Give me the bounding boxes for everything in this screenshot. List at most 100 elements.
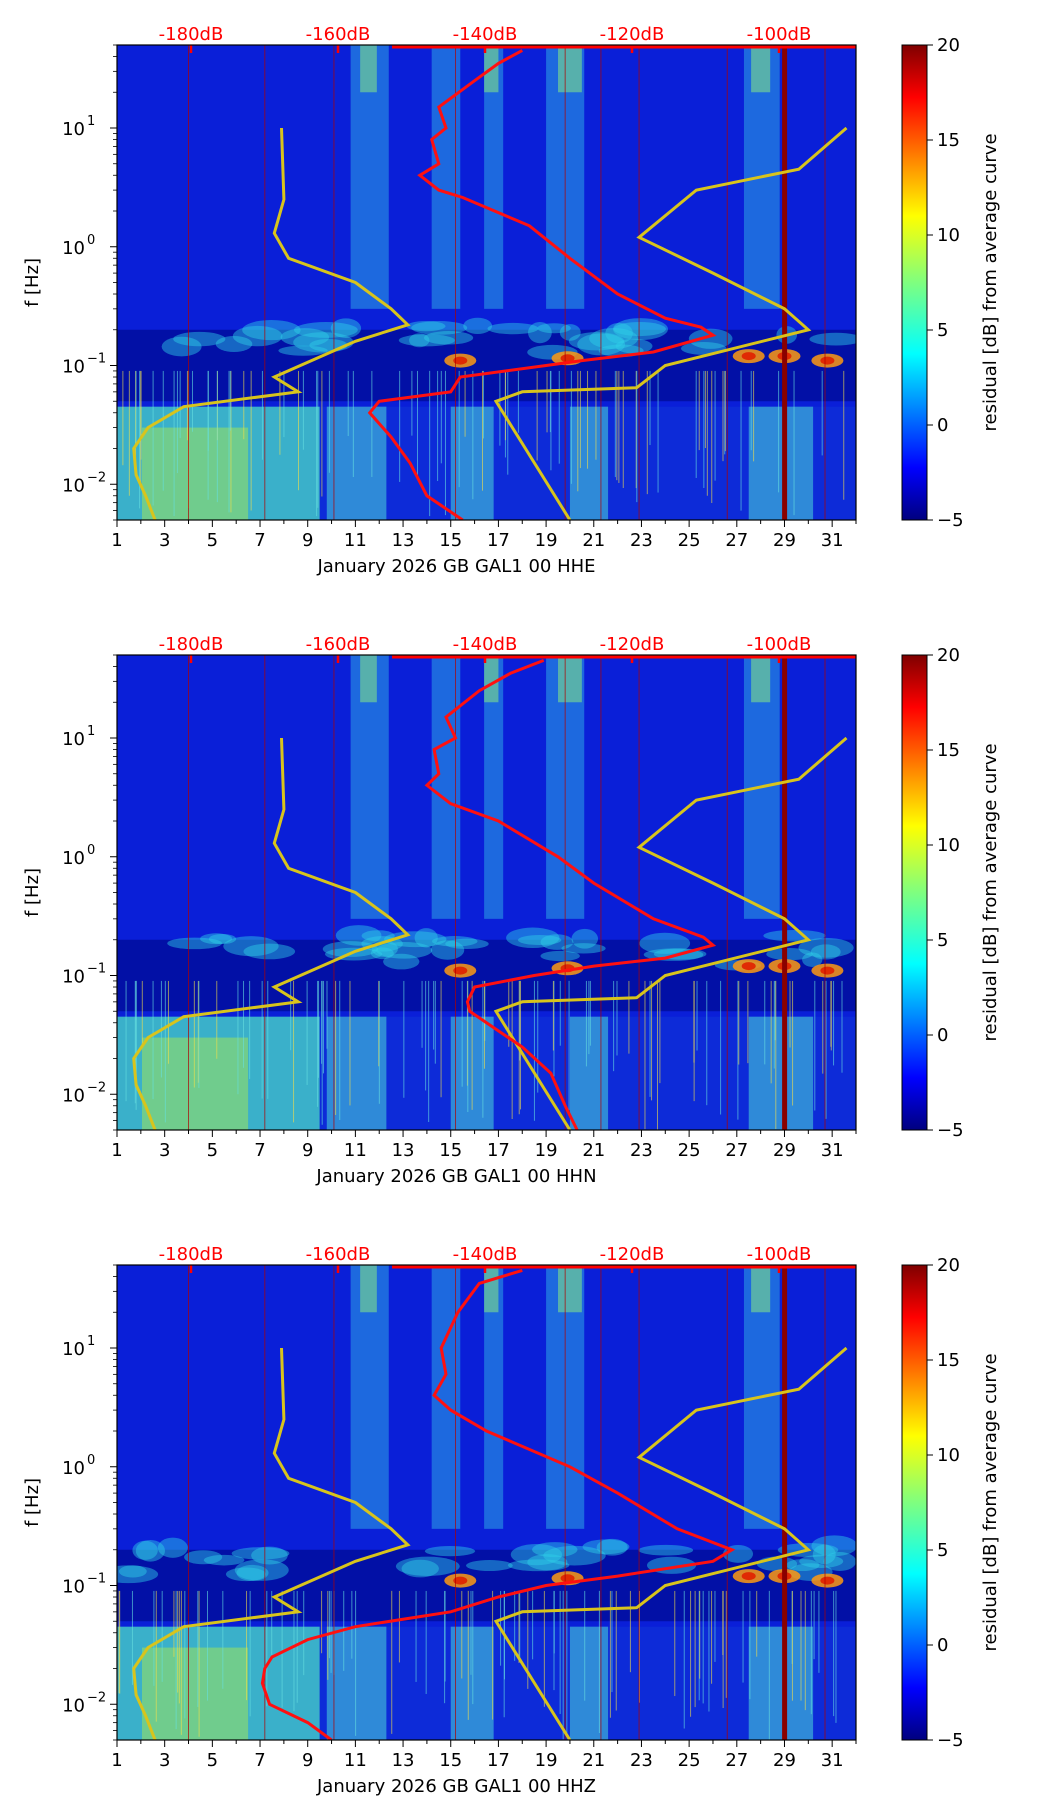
low-noise-model-curve — [132, 127, 411, 520]
colorbar-tick-label: 10 — [937, 225, 960, 246]
x-axis-label: January 2026 GB GAL1 00 HHE — [316, 556, 595, 577]
x-axis-label: January 2026 GB GAL1 00 HHZ — [316, 1776, 596, 1797]
x-tick-label: 5 — [207, 1750, 218, 1771]
x-tick-label: 25 — [678, 1140, 701, 1161]
x-tick-label: 31 — [821, 530, 844, 551]
top-db-label: -140dB — [453, 1244, 518, 1265]
x-tick-label: 1 — [111, 530, 122, 551]
x-tick-label: 13 — [392, 1750, 415, 1771]
x-tick-label: 27 — [725, 1140, 748, 1161]
top-db-label: -100dB — [747, 634, 812, 655]
x-tick-label: 31 — [821, 1750, 844, 1771]
x-tick-label: 15 — [439, 1750, 462, 1771]
x-axis-label: January 2026 GB GAL1 00 HHN — [315, 1166, 596, 1187]
x-tick-label: 13 — [392, 1140, 415, 1161]
x-tick-label: 19 — [535, 1140, 558, 1161]
y-tick-label: 10 — [62, 848, 85, 869]
colorbar-tick-label: 20 — [937, 35, 960, 56]
x-tick-label: 17 — [487, 530, 510, 551]
y-tick-exponent: −1 — [87, 1572, 106, 1587]
x-tick-label: 23 — [630, 1750, 653, 1771]
high-noise-model-curve — [493, 126, 848, 520]
x-tick-label: 25 — [678, 1750, 701, 1771]
y-tick-label: 10 — [62, 1339, 85, 1360]
x-tick-label: 1 — [111, 1750, 122, 1771]
top-db-label: -180dB — [159, 634, 224, 655]
average-curve — [367, 49, 717, 520]
y-tick-label: 10 — [62, 357, 85, 378]
x-tick-label: 3 — [159, 1140, 170, 1161]
y-tick-exponent: −2 — [87, 1080, 106, 1095]
high-noise-model-curve — [493, 736, 848, 1130]
x-tick-label: 19 — [535, 1750, 558, 1771]
x-tick-label: 11 — [344, 530, 367, 551]
x-tick-label: 29 — [773, 1750, 796, 1771]
y-tick-label: 10 — [62, 1458, 85, 1479]
top-db-label: -160dB — [306, 24, 371, 45]
x-tick-label: 29 — [773, 1140, 796, 1161]
y-tick-label: 10 — [62, 1695, 85, 1716]
x-tick-label: 9 — [302, 1750, 313, 1771]
x-tick-label: 23 — [630, 1140, 653, 1161]
x-tick-label: 29 — [773, 530, 796, 551]
y-tick-label: 10 — [62, 238, 85, 259]
x-tick-label: 5 — [207, 1140, 218, 1161]
colorbar-tick-label: 0 — [937, 1025, 948, 1046]
y-tick-exponent: 0 — [87, 1453, 95, 1468]
colorbar-tick-label: 0 — [937, 1635, 948, 1656]
x-tick-label: 1 — [111, 1140, 122, 1161]
x-tick-label: 5 — [207, 530, 218, 551]
y-tick-label: 10 — [62, 119, 85, 140]
colorbar — [901, 1264, 928, 1741]
top-db-label: -160dB — [306, 634, 371, 655]
x-tick-label: 17 — [487, 1750, 510, 1771]
spectrogram — [117, 1265, 856, 1740]
y-tick-label: 10 — [62, 1085, 85, 1106]
colorbar-tick-label: 15 — [937, 1350, 960, 1371]
y-axis-label: f [Hz] — [22, 1478, 43, 1527]
colorbar-label: residual [dB] from average curve — [980, 1353, 1001, 1651]
colorbar-tick-label: 15 — [937, 130, 960, 151]
top-db-label: -100dB — [747, 1244, 812, 1265]
y-tick-label: 10 — [62, 1577, 85, 1598]
colorbar-label: residual [dB] from average curve — [980, 133, 1001, 431]
x-tick-label: 7 — [254, 530, 265, 551]
y-axis-label: f [Hz] — [22, 868, 43, 917]
y-tick-exponent: 0 — [87, 843, 95, 858]
top-db-label: -140dB — [453, 24, 518, 45]
y-tick-exponent: −1 — [87, 962, 106, 977]
x-tick-label: 9 — [302, 1140, 313, 1161]
y-tick-label: 10 — [62, 729, 85, 750]
x-tick-label: 15 — [439, 1140, 462, 1161]
colorbar-tick-label: 10 — [937, 835, 960, 856]
x-tick-label: 9 — [302, 530, 313, 551]
y-tick-exponent: 1 — [87, 724, 95, 739]
top-db-label: -100dB — [747, 24, 812, 45]
y-tick-exponent: 0 — [87, 233, 95, 248]
y-axis-label: f [Hz] — [22, 258, 43, 307]
y-tick-exponent: 1 — [87, 114, 95, 129]
colorbar-tick-label: 20 — [937, 645, 960, 666]
colorbar-tick-label: 10 — [937, 1445, 960, 1466]
average-curve — [260, 1268, 736, 1740]
x-tick-label: 3 — [159, 1750, 170, 1771]
top-db-label: -120dB — [600, 634, 665, 655]
colorbar-tick-label: 15 — [937, 740, 960, 761]
colorbar-tick-label: 5 — [937, 320, 948, 341]
y-tick-exponent: 1 — [87, 1334, 95, 1349]
x-tick-label: 3 — [159, 530, 170, 551]
colorbar-tick-label: −5 — [937, 1120, 964, 1141]
colorbar — [901, 654, 928, 1131]
y-tick-label: 10 — [62, 967, 85, 988]
low-noise-model-curve — [132, 737, 411, 1130]
x-tick-label: 7 — [254, 1750, 265, 1771]
low-noise-model-curve — [132, 1347, 411, 1740]
spectrogram — [117, 655, 856, 1130]
y-tick-label: 10 — [62, 475, 85, 496]
x-tick-label: 31 — [821, 1140, 844, 1161]
x-tick-label: 17 — [487, 1140, 510, 1161]
